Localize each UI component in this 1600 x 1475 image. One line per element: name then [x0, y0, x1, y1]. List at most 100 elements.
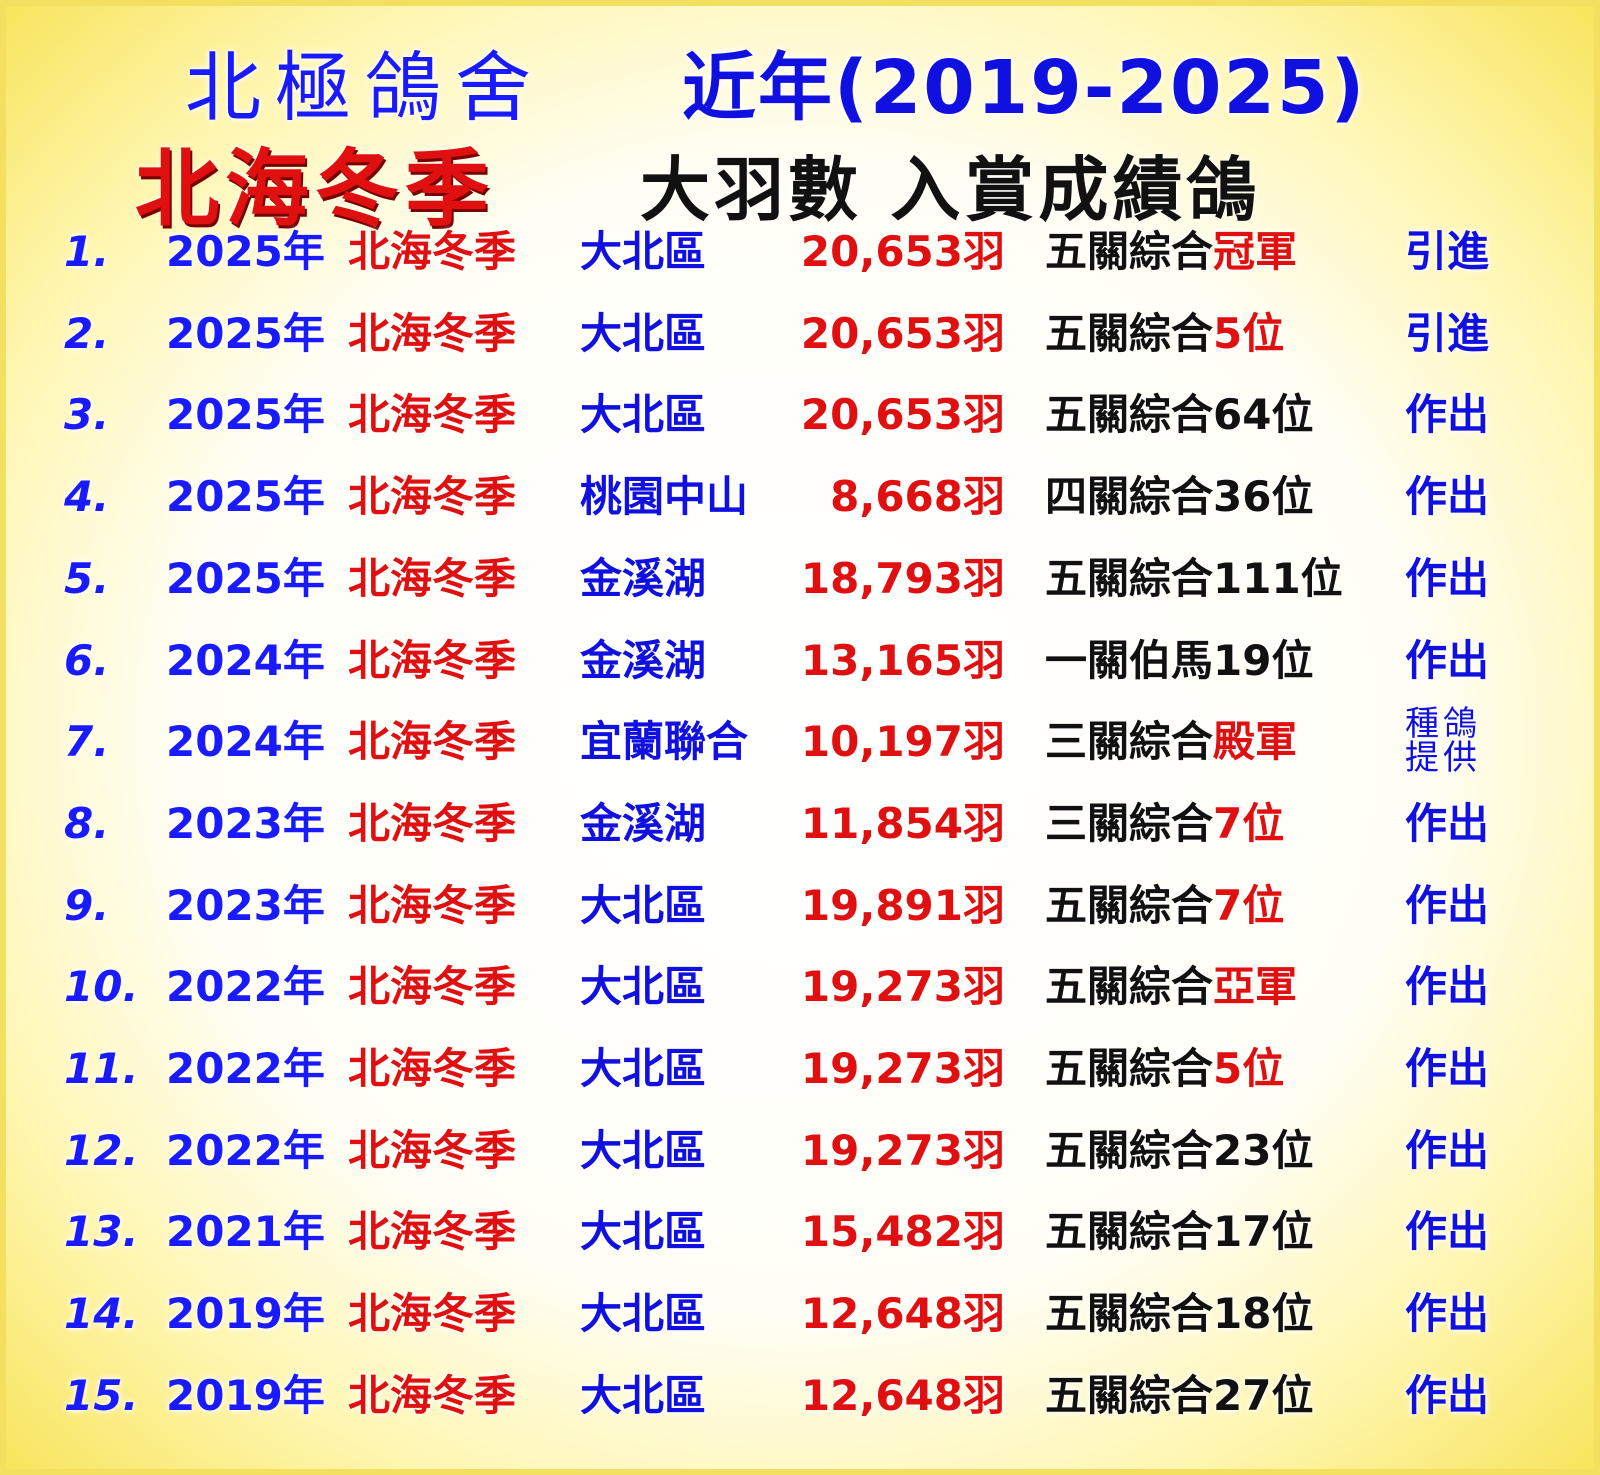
title-line-2: 北海冬季 大羽數 入賞成績鴿	[0, 122, 1600, 238]
event-name: 北海冬季	[348, 1289, 517, 1339]
action-label: 作出	[1405, 472, 1490, 522]
row-number: 1.	[64, 227, 110, 276]
result-text: 四關綜合36位	[1045, 472, 1314, 522]
result-highlight: 7位	[1213, 880, 1285, 930]
event-name: 北海冬季	[348, 962, 517, 1012]
row-number: 6.	[64, 635, 110, 685]
result-row: 7. 2024年 北海冬季 宜蘭聯合 10,197羽 三關綜合殿軍 種鴿提供	[0, 707, 1600, 777]
action-label: 引進	[1405, 227, 1490, 276]
row-number: 15.	[64, 1370, 139, 1420]
event-name: 北海冬季	[348, 880, 517, 930]
result-highlight: 5位	[1213, 1044, 1285, 1093]
bird-count: 11,854羽	[800, 798, 1005, 848]
result: 五關綜合亞軍	[1045, 952, 1297, 1022]
event-name: 北海冬季	[348, 227, 517, 276]
year: 2024年	[166, 635, 325, 685]
result: 五關綜合23位	[1045, 1116, 1313, 1186]
action-label: 作出	[1405, 1370, 1490, 1420]
bird-count: 12,648羽	[800, 1289, 1005, 1339]
result-highlight: 7位	[1213, 798, 1285, 848]
result-row: 10. 2022年 北海冬季 大北區 19,273羽 五關綜合亞軍 作出	[0, 952, 1600, 1022]
region: 金溪湖	[580, 635, 707, 685]
event-title: 北海冬季	[135, 140, 496, 238]
action-label: 作出	[1405, 390, 1490, 440]
event-name: 北海冬季	[348, 635, 517, 685]
row-number: 10.	[64, 962, 139, 1012]
year: 2025年	[166, 553, 325, 603]
result: 五關綜合5位	[1045, 1034, 1284, 1104]
year: 2024年	[166, 717, 325, 767]
event-name: 北海冬季	[348, 472, 517, 522]
subtitle: 大羽數 入賞成績鴿	[640, 149, 1261, 231]
period-title: 近年(2019-2025)	[682, 45, 1367, 131]
event-name: 北海冬季	[348, 553, 517, 603]
year: 2023年	[166, 880, 325, 930]
result-highlight: 殿軍	[1213, 717, 1298, 767]
result: 五關綜合5位	[1045, 299, 1284, 369]
action-label: 作出	[1405, 635, 1490, 685]
row-number: 7.	[64, 717, 110, 767]
year: 2022年	[166, 1125, 325, 1175]
year: 2025年	[166, 472, 325, 522]
result: 五關綜合冠軍	[1045, 217, 1297, 287]
result-row: 13. 2021年 北海冬季 大北區 15,482羽 五關綜合17位 作出	[0, 1197, 1600, 1267]
bird-count: 20,653羽	[800, 390, 1005, 440]
event-name: 北海冬季	[348, 1370, 517, 1420]
result-row: 11. 2022年 北海冬季 大北區 19,273羽 五關綜合5位 作出	[0, 1034, 1600, 1104]
bird-count: 19,273羽	[800, 1044, 1005, 1093]
result-text: 三關綜合	[1045, 717, 1214, 767]
event-name: 北海冬季	[348, 1207, 517, 1257]
year: 2025年	[166, 390, 325, 440]
event-name: 北海冬季	[348, 1044, 517, 1093]
bird-count: 15,482羽	[800, 1207, 1005, 1257]
action-label: 作出	[1405, 1125, 1490, 1175]
region: 大北區	[580, 308, 707, 358]
result-text: 三關綜合	[1045, 798, 1214, 848]
result-row: 1. 2025年 北海冬季 大北區 20,653羽 五關綜合冠軍 引進	[0, 217, 1600, 287]
result: 三關綜合7位	[1045, 789, 1284, 859]
action-label: 作出	[1405, 1207, 1490, 1257]
action-label: 作出	[1405, 1289, 1490, 1339]
action-label: 作出	[1405, 553, 1490, 603]
result-row: 8. 2023年 北海冬季 金溪湖 11,854羽 三關綜合7位 作出	[0, 789, 1600, 859]
region: 大北區	[580, 1289, 707, 1339]
result-text: 五關綜合64位	[1045, 390, 1314, 440]
row-number: 13.	[64, 1207, 139, 1257]
region: 大北區	[580, 227, 707, 276]
row-number: 12.	[64, 1125, 139, 1175]
region: 大北區	[580, 1370, 707, 1420]
result-row: 3. 2025年 北海冬季 大北區 20,653羽 五關綜合64位 作出	[0, 380, 1600, 450]
region: 大北區	[580, 390, 707, 440]
year: 2025年	[166, 227, 325, 276]
result-highlight: 亞軍	[1213, 962, 1298, 1012]
row-number: 8.	[64, 798, 110, 848]
year: 2025年	[166, 308, 325, 358]
result-row: 12. 2022年 北海冬季 大北區 19,273羽 五關綜合23位 作出	[0, 1116, 1600, 1186]
result: 五關綜合27位	[1045, 1361, 1313, 1431]
result-highlight: 5位	[1213, 308, 1285, 358]
result-text: 五關綜合23位	[1045, 1125, 1314, 1175]
result-text: 五關綜合	[1045, 308, 1214, 358]
row-number: 14.	[64, 1289, 139, 1339]
action-label: 作出	[1405, 1044, 1490, 1093]
result-text: 五關綜合	[1045, 880, 1214, 930]
result-text: 五關綜合17位	[1045, 1207, 1314, 1257]
result: 四關綜合36位	[1045, 462, 1313, 532]
result-highlight: 冠軍	[1213, 227, 1298, 276]
result-text: 五關綜合	[1045, 1044, 1214, 1093]
action-label: 引進	[1405, 308, 1490, 358]
bird-count: 12,648羽	[800, 1370, 1005, 1420]
region: 宜蘭聯合	[580, 717, 749, 767]
row-number: 4.	[64, 472, 110, 522]
result-row: 6. 2024年 北海冬季 金溪湖 13,165羽 一關伯馬19位 作出	[0, 626, 1600, 696]
event-name: 北海冬季	[348, 717, 517, 767]
row-number: 2.	[64, 308, 110, 358]
region: 金溪湖	[580, 798, 707, 848]
bird-count: 19,273羽	[800, 962, 1005, 1012]
result-row: 4. 2025年 北海冬季 桃園中山 8,668羽 四關綜合36位 作出	[0, 462, 1600, 532]
result: 三關綜合殿軍	[1045, 707, 1297, 777]
result-text: 五關綜合111位	[1045, 553, 1343, 603]
result: 五關綜合7位	[1045, 871, 1284, 941]
bird-count: 18,793羽	[800, 553, 1005, 603]
year: 2021年	[166, 1207, 325, 1257]
